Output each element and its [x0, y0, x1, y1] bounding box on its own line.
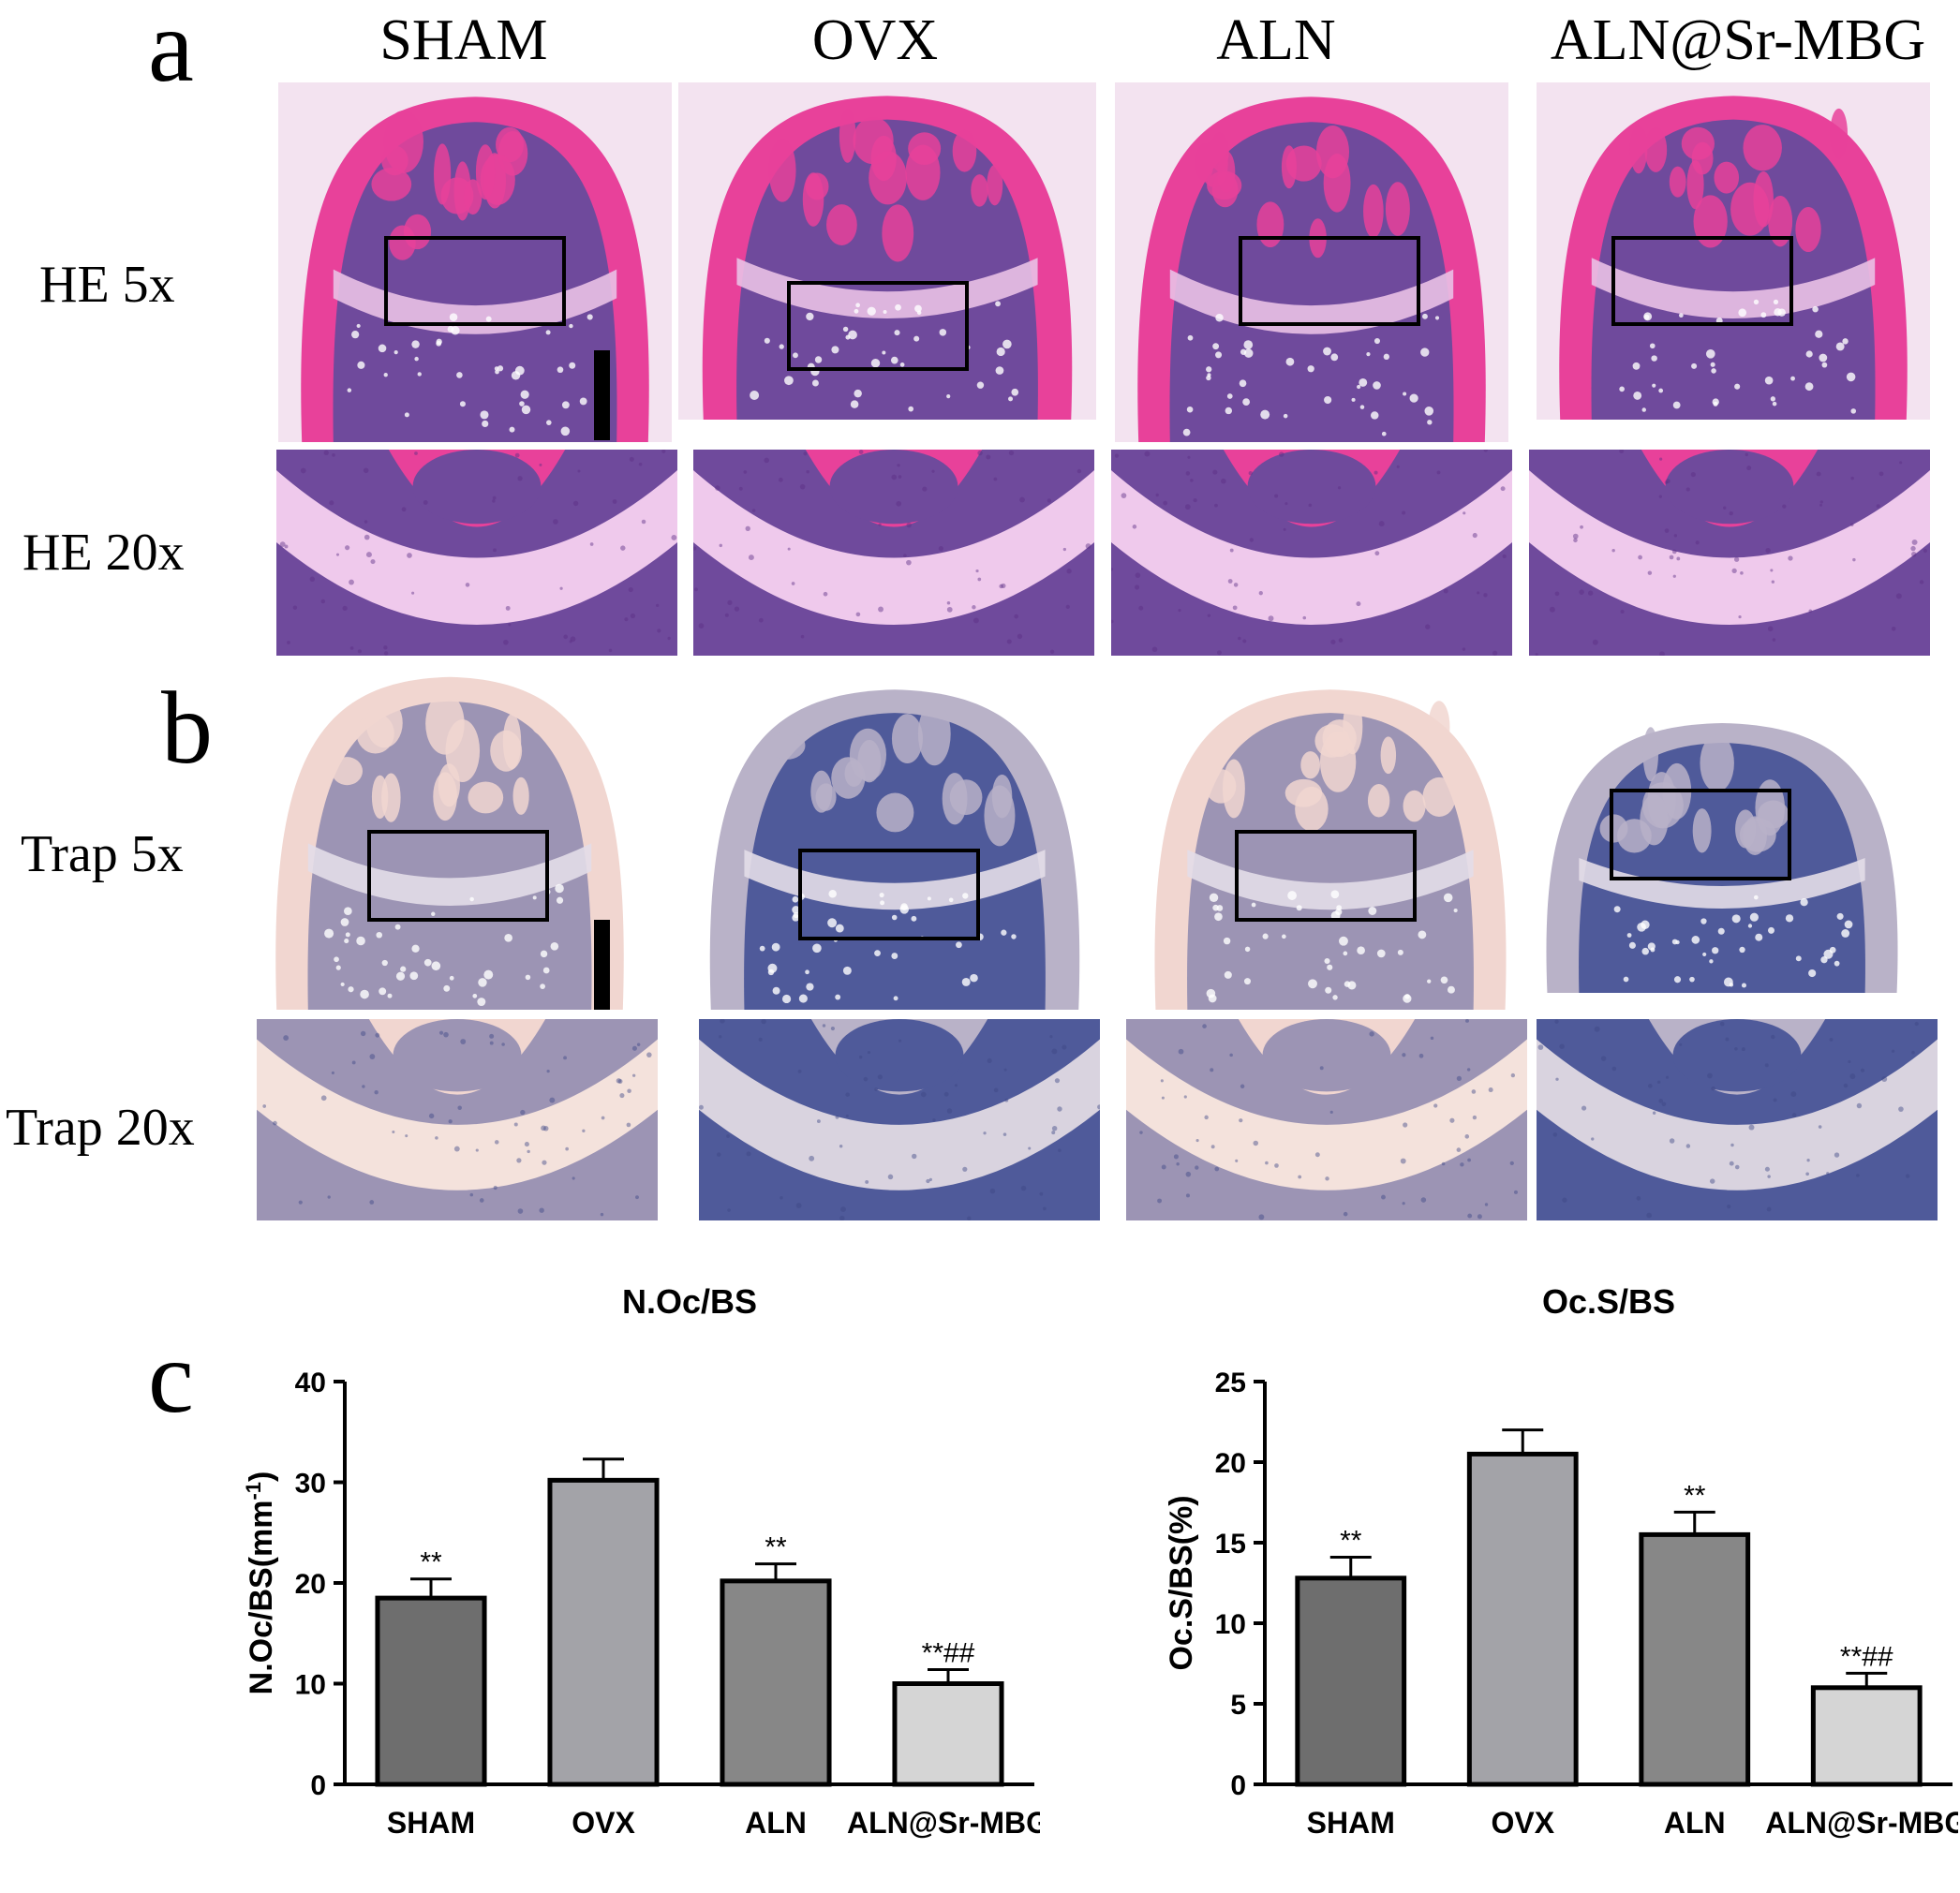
y-tick-label: 20: [295, 1569, 326, 1600]
chart-noc-bs: N.Oc/BS N.Oc/BS(mm-1) 0 10 20 30 40 ** SHAM OVX **…: [225, 1283, 1041, 1883]
y-tick-label: 30: [295, 1469, 326, 1500]
row-label-trap-5x: Trap 5x: [21, 825, 184, 883]
bar-ovx: [547, 1477, 660, 1787]
scale-bar-trap: [594, 920, 610, 1010]
micrograph-trap-5x-ovx: [686, 676, 1104, 1010]
significance-label: **##: [1840, 1641, 1893, 1672]
micrograph-trap-20x-ovx: [699, 1019, 1100, 1220]
roi-box-trap-5x-ovx: [798, 849, 980, 940]
y-tick-label: 40: [295, 1368, 326, 1398]
bar-aln-sr-mbg: [1810, 1685, 1923, 1787]
panel-label-a: a: [148, 0, 194, 103]
bar-ovx: [1466, 1451, 1579, 1787]
y-tick-label: 15: [1215, 1529, 1246, 1560]
roi-box-he-5x-aln: [1239, 236, 1420, 326]
micrograph-trap-20x-aln-sr-mbg: [1537, 1019, 1938, 1220]
significance-label: **: [1684, 1480, 1706, 1511]
micrograph-he-20x-sham: [276, 450, 677, 656]
chart-ocs-bs: Oc.S/BS Oc.S/BS(%) 0 5 10 15 20 25 ** SHAM OVX ** AL…: [1145, 1283, 1958, 1883]
bar-aln: [1639, 1531, 1751, 1787]
micrograph-he-5x-aln-sr-mbg: [1537, 82, 1930, 420]
micrograph-he-5x-sham: [278, 82, 672, 442]
micrograph-he-5x-ovx: [678, 82, 1096, 420]
panel-label-c: c: [148, 1320, 194, 1434]
roi-box-he-5x-ovx: [787, 281, 969, 371]
chart-title: N.Oc/BS: [622, 1283, 757, 1321]
chart-ocs-bs-svg: Oc.S/BS Oc.S/BS(%) 0 5 10 15 20 25 ** SHAM OVX ** AL…: [1164, 1283, 1958, 1840]
micrograph-trap-5x-aln: [1132, 676, 1529, 1010]
scale-bar-he: [594, 350, 610, 440]
column-header-aln: ALN: [1216, 8, 1336, 72]
y-tick-label: 10: [295, 1670, 326, 1701]
micrograph-he-20x-aln: [1111, 450, 1512, 656]
bar-sham: [375, 1595, 487, 1787]
bar-sham: [1295, 1575, 1407, 1787]
micrograph-he-20x-ovx: [693, 450, 1094, 656]
x-tick-label: ALN@Sr-MBG: [1765, 1806, 1958, 1840]
micrograph-he-20x-aln-sr-mbg: [1529, 450, 1930, 656]
x-tick-label: SHAM: [1307, 1806, 1395, 1840]
panel-label-b: b: [161, 671, 213, 785]
chart-noc-bs-svg: N.Oc/BS N.Oc/BS(mm-1) 0 10 20 30 40 ** SHAM OVX **…: [242, 1283, 1041, 1840]
roi-box-trap-5x-aln: [1235, 830, 1417, 922]
roi-box-trap-5x-sham: [367, 830, 549, 922]
y-tick-label: 10: [1215, 1609, 1246, 1640]
y-tick-label: 5: [1230, 1690, 1246, 1721]
x-tick-label: ALN@Sr-MBG: [847, 1806, 1040, 1840]
row-label-he-5x: HE 5x: [39, 256, 175, 314]
micrograph-trap-5x-sham: [253, 663, 646, 1010]
significance-label: **: [420, 1547, 442, 1578]
micrograph-trap-20x-sham: [257, 1019, 658, 1220]
x-tick-label: SHAM: [387, 1806, 475, 1840]
bar-aln: [720, 1578, 832, 1787]
y-tick-label: 0: [1230, 1770, 1246, 1801]
micrograph-trap-20x-aln: [1126, 1019, 1527, 1220]
micrograph-trap-5x-aln-sr-mbg: [1523, 712, 1921, 993]
y-axis-label: N.Oc/BS(mm-1): [242, 1472, 280, 1695]
x-tick-label: ALN: [1664, 1806, 1726, 1840]
roi-box-he-5x-sham: [384, 236, 566, 326]
x-tick-label: OVX: [572, 1806, 635, 1840]
column-header-ovx: OVX: [811, 8, 939, 72]
y-tick-label: 20: [1215, 1448, 1246, 1479]
roi-box-he-5x-aln-sr-mbg: [1611, 236, 1793, 326]
x-tick-label: OVX: [1491, 1806, 1554, 1840]
column-header-sham: SHAM: [379, 8, 548, 72]
y-tick-label: 25: [1215, 1368, 1246, 1398]
significance-label: **: [1340, 1525, 1362, 1556]
x-tick-label: ALN: [745, 1806, 807, 1840]
y-tick-label: 0: [310, 1770, 326, 1801]
column-header-aln-sr-mbg: ALN@Sr-MBG: [1550, 8, 1926, 72]
micrograph-he-5x-aln: [1115, 82, 1508, 442]
y-axis-label: Oc.S/BS(%): [1164, 1495, 1199, 1670]
row-label-he-20x: HE 20x: [22, 524, 185, 582]
significance-label: **##: [922, 1637, 975, 1668]
roi-box-trap-5x-aln-sr-mbg: [1610, 789, 1791, 880]
chart-title: Oc.S/BS: [1542, 1283, 1675, 1321]
significance-label: **: [765, 1532, 787, 1563]
row-label-trap-20x: Trap 20x: [6, 1099, 195, 1157]
bar-aln-sr-mbg: [892, 1681, 1004, 1787]
